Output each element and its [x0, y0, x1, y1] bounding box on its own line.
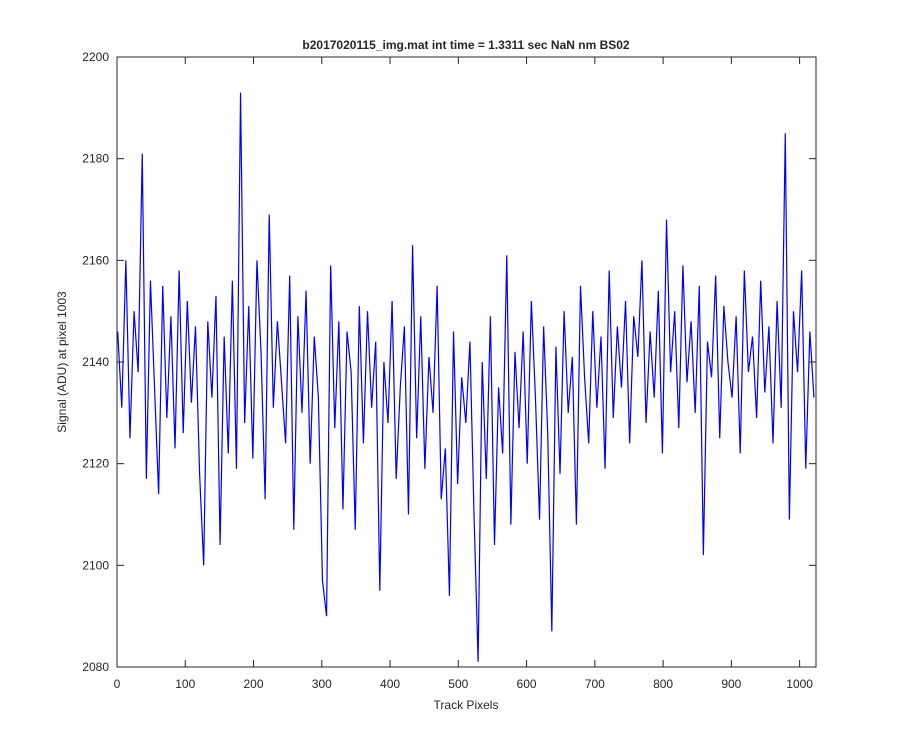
- x-tick-label: 400: [380, 677, 400, 691]
- x-tick-label: 1000: [786, 677, 813, 691]
- chart-title: b2017020115_img.mat int time = 1.3311 se…: [302, 38, 630, 52]
- y-tick-label: 2100: [82, 558, 109, 572]
- y-tick-label: 2200: [82, 50, 109, 64]
- x-axis-label: Track Pixels: [434, 698, 499, 712]
- x-tick-label: 900: [721, 677, 741, 691]
- y-axis-label: Signal (ADU) at pixel 1003: [55, 291, 69, 433]
- data-line: [117, 92, 815, 662]
- x-tick-label: 200: [244, 677, 264, 691]
- y-tick-label: 2160: [82, 253, 109, 267]
- x-tick-label: 300: [312, 677, 332, 691]
- x-tick-label: 100: [175, 677, 195, 691]
- x-tick-label: 0: [114, 677, 121, 691]
- x-tick-label: 700: [585, 677, 605, 691]
- y-tick-label: 2140: [82, 355, 109, 369]
- x-tick-label: 600: [517, 677, 537, 691]
- y-tick-label: 2120: [82, 457, 109, 471]
- x-tick-label: 800: [653, 677, 673, 691]
- y-tick-label: 2180: [82, 152, 109, 166]
- x-tick-label: 500: [448, 677, 468, 691]
- y-tick-label: 2080: [82, 660, 109, 674]
